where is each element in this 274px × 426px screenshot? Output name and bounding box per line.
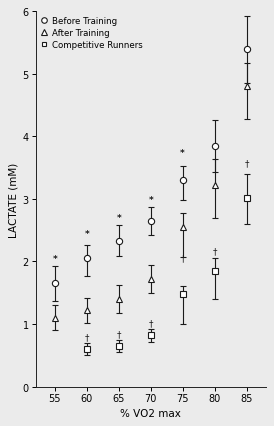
Text: †: † bbox=[244, 159, 249, 168]
Text: †: † bbox=[149, 318, 153, 327]
Text: †: † bbox=[212, 247, 217, 256]
Y-axis label: LACTATE (mM): LACTATE (mM) bbox=[8, 162, 18, 237]
Text: *: * bbox=[116, 213, 121, 222]
Legend: Before Training, After Training, Competitive Runners: Before Training, After Training, Competi… bbox=[38, 15, 144, 51]
Text: *: * bbox=[180, 149, 185, 158]
Text: *: * bbox=[84, 229, 89, 238]
Text: †: † bbox=[85, 332, 89, 341]
Text: †: † bbox=[180, 254, 185, 263]
X-axis label: % VO2 max: % VO2 max bbox=[120, 408, 181, 417]
Text: *: * bbox=[53, 254, 57, 263]
Text: †: † bbox=[116, 329, 121, 338]
Text: *: * bbox=[148, 196, 153, 204]
